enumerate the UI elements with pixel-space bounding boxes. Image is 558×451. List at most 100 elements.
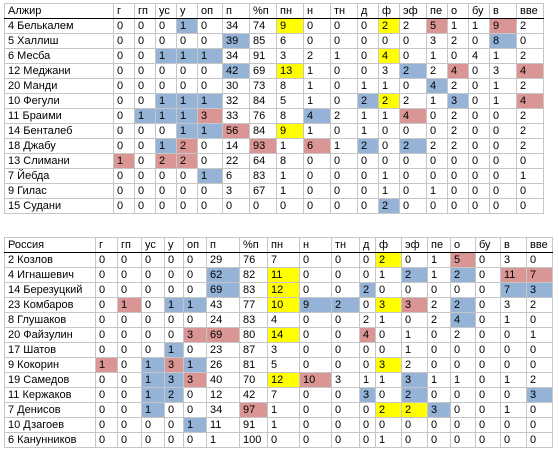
stat-cell: 0: [468, 168, 490, 184]
player-row: 20 Файзулин 0 0 0 0 3 69 80 14 0 0 4 0 1 0 2 0 0 1: [4, 327, 553, 343]
stat-cell: 0: [113, 93, 135, 109]
stat-cell: 0: [475, 432, 501, 448]
stat-cell: 0: [197, 63, 223, 79]
stat-cell: 0: [164, 282, 184, 298]
stat-cell: 2: [516, 138, 544, 154]
stat-cell: 2: [401, 267, 428, 283]
stat-cell: 7: [267, 387, 300, 403]
stat-cell: 0: [134, 183, 156, 199]
stat-cell: 0: [427, 282, 451, 298]
stat-cell: 0: [197, 18, 223, 34]
player-row: 13 Слимани 1 0 2 2 0 22 64 8 0 0 0 0 0 0 0 0 0 0: [4, 153, 544, 169]
stat-cell: 0: [330, 33, 358, 49]
stat-cell: 4: [303, 108, 331, 124]
stat-cell: 0: [475, 417, 501, 433]
player-name: 20 Манди: [4, 78, 114, 94]
stat-cell: 0: [427, 417, 451, 433]
stat-cell: 0: [155, 63, 177, 79]
stat-cell: 1: [95, 357, 118, 373]
stat-cell: 0: [357, 48, 379, 64]
player-name: 12 Меджани: [4, 63, 114, 79]
stat-cell: 1: [375, 312, 402, 328]
stat-cell: 0: [331, 402, 360, 418]
stat-cell: 0: [113, 63, 135, 79]
stat-cell: 84: [249, 93, 277, 109]
stat-cell: 3: [378, 63, 400, 79]
stat-cell: 2: [401, 387, 428, 403]
stat-cell: 3: [500, 297, 527, 313]
stat-cell: 0: [95, 297, 118, 313]
stat-cell: 0: [303, 153, 331, 169]
stat-cell: 0: [399, 78, 427, 94]
stat-cell: 0: [164, 267, 184, 283]
stat-cell: 0: [113, 183, 135, 199]
stat-cell: 43: [206, 297, 240, 313]
stat-cell: 5: [426, 18, 448, 34]
stat-cell: 1: [164, 342, 184, 358]
stat-cell: 2: [359, 312, 376, 328]
stat-cell: 1: [134, 108, 156, 124]
stat-cell: 0: [401, 252, 428, 268]
russia-stats-table: Россия г гп ус у оп п %п пн н тн д ф эф пе о бу в вве 2 Ко…: [4, 237, 553, 448]
player-row: 10 Фегули 0 0 1 1 1 32 84 5 1 0 2 2 2 1 3 0 1 4: [4, 93, 544, 109]
stat-cell: 0: [134, 48, 156, 64]
stat-cell: 0: [299, 357, 332, 373]
player-row: 14 Березуцкий 0 0 0 0 0 69 83 12 0 0 2 0 0 0 0 0 7 3: [4, 282, 553, 298]
stat-cell: 1: [500, 402, 527, 418]
stat-cell: 0: [303, 18, 331, 34]
stat-cell: 12: [267, 372, 300, 388]
stat-cell: 0: [475, 252, 501, 268]
stat-cell: 0: [375, 387, 402, 403]
stat-cell: 2: [447, 78, 469, 94]
stat-cell: 24: [206, 312, 240, 328]
stat-cell: 1: [357, 78, 379, 94]
stat-cell: 1: [176, 18, 198, 34]
stat-cell: 0: [489, 168, 517, 184]
stat-cell: 0: [500, 432, 527, 448]
stat-cell: 0: [164, 402, 184, 418]
stat-cell: 1: [426, 93, 448, 109]
column-header: у: [176, 3, 198, 19]
player-row: 11 Кержаков 0 0 1 2 0 12 42 7 0 0 3 0 2 0 0 0 0 3: [4, 387, 553, 403]
stat-cell: 0: [299, 312, 332, 328]
player-name: 6 Канунников: [4, 432, 96, 448]
stat-cell: 8: [489, 33, 517, 49]
stat-cell: 1: [303, 63, 331, 79]
stat-cell: 12: [206, 387, 240, 403]
stat-cell: 0: [468, 138, 490, 154]
player-row: 14 Бенталеб 0 0 0 1 1 56 84 9 1 0 1 0 0 0 2 0 0 2: [4, 123, 544, 139]
stat-cell: 0: [331, 282, 360, 298]
stat-cell: 3: [447, 93, 469, 109]
stat-cell: 1: [526, 327, 553, 343]
stat-cell: 0: [401, 432, 428, 448]
stat-cell: 0: [516, 183, 544, 199]
stat-cell: 0: [357, 198, 379, 214]
stat-cell: 0: [113, 138, 135, 154]
stat-cell: 0: [197, 153, 223, 169]
stat-cell: 0: [141, 282, 165, 298]
stat-cell: 0: [399, 48, 427, 64]
stat-cell: 1: [378, 108, 400, 124]
stat-cell: 0: [183, 432, 207, 448]
stat-cell: 3: [267, 342, 300, 358]
stat-cell: 0: [359, 417, 376, 433]
stat-cell: 1: [375, 372, 402, 388]
stat-cell: 0: [500, 357, 527, 373]
stat-cell: 0: [378, 153, 400, 169]
stat-cell: 0: [141, 252, 165, 268]
stat-cell: 0: [475, 357, 501, 373]
stat-cell: 3: [164, 357, 184, 373]
player-name: 11 Кержаков: [4, 387, 96, 403]
stat-cell: 0: [134, 198, 156, 214]
stat-cell: 77: [239, 297, 268, 313]
stat-cell: 8: [276, 78, 304, 94]
stat-cell: 0: [141, 417, 165, 433]
stat-cell: 6: [276, 33, 304, 49]
stat-cell: 100: [239, 432, 268, 448]
stat-cell: 0: [303, 168, 331, 184]
stat-cell: 2: [359, 282, 376, 298]
stat-cell: 0: [475, 312, 501, 328]
stat-cell: 0: [113, 198, 135, 214]
stat-cell: 0: [331, 387, 360, 403]
stat-cell: 0: [468, 198, 490, 214]
